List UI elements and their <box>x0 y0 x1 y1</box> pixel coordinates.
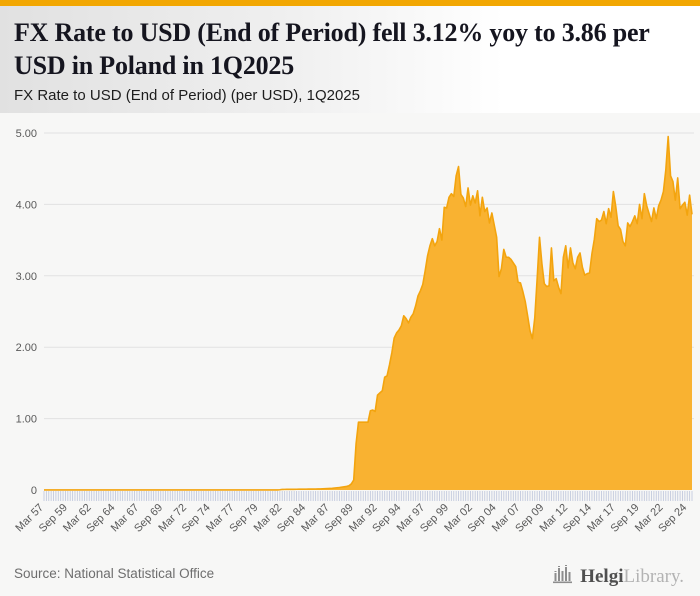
footer: Source: National Statistical Office Helg… <box>0 556 700 596</box>
chart-subtitle: FX Rate to USD (End of Period) (per USD)… <box>14 87 360 104</box>
helgi-library-logo: HelgiLibrary. <box>551 562 684 591</box>
chart-area: 0 1.00 2.00 3.00 4.00 5.00 Mar 57 Sep 59 Mar 62 S… <box>0 113 700 550</box>
skyline-bars-icon <box>551 562 575 591</box>
quarter-ticks <box>43 491 693 501</box>
svg-text:5.00: 5.00 <box>16 128 37 140</box>
logo-text-secondary: Library. <box>623 565 685 587</box>
area-series-outline <box>44 135 693 491</box>
svg-text:3.00: 3.00 <box>16 271 37 283</box>
svg-text:4.00: 4.00 <box>16 199 37 211</box>
logo-text: HelgiLibrary. <box>580 566 684 588</box>
top-accent-bar <box>0 0 700 6</box>
svg-text:1.00: 1.00 <box>16 414 37 426</box>
source-label: Source: National Statistical Office <box>14 566 215 581</box>
page-title: FX Rate to USD (End of Period) fell 3.12… <box>14 18 650 80</box>
header: FX Rate to USD (End of Period) fell 3.12… <box>0 6 700 113</box>
y-axis-labels: 0 1.00 2.00 3.00 4.00 5.00 <box>16 128 37 497</box>
area-series <box>44 136 692 490</box>
svg-text:0: 0 <box>31 485 37 497</box>
svg-text:2.00: 2.00 <box>16 342 37 354</box>
logo-text-primary: Helgi <box>580 565 624 587</box>
